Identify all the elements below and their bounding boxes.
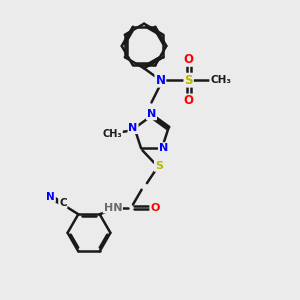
- Text: CH₃: CH₃: [102, 129, 122, 139]
- Text: O: O: [184, 53, 194, 66]
- Text: S: S: [155, 161, 163, 171]
- Text: CH₃: CH₃: [210, 75, 231, 85]
- Text: O: O: [150, 202, 160, 212]
- Text: N: N: [147, 109, 156, 119]
- Text: C: C: [59, 198, 67, 208]
- Text: N: N: [128, 123, 138, 133]
- Text: N: N: [159, 143, 168, 153]
- Text: HN: HN: [103, 202, 122, 212]
- Text: N: N: [46, 192, 55, 202]
- Text: S: S: [184, 74, 193, 87]
- Text: N: N: [155, 74, 165, 87]
- Text: O: O: [184, 94, 194, 107]
